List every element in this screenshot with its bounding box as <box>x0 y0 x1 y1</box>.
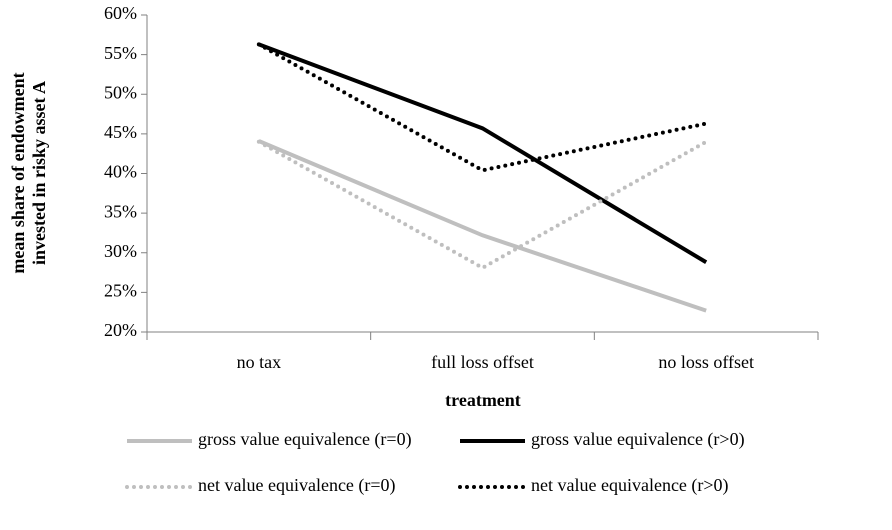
x-tick-label: no loss offset <box>658 352 754 372</box>
y-tick-label: 50% <box>104 82 137 102</box>
x-tick-label: no tax <box>237 352 282 372</box>
x-axis-label: treatment <box>445 390 521 410</box>
legend-label: gross value equivalence (r=0) <box>198 429 412 450</box>
series-line <box>256 42 709 173</box>
x-tick-label: full loss offset <box>431 352 534 372</box>
series-line <box>258 42 708 264</box>
y-tick-label: 60% <box>104 3 137 23</box>
y-tick-label: 35% <box>104 201 137 221</box>
series-line <box>258 139 707 313</box>
y-axis-label: mean share of endowment <box>8 72 28 273</box>
y-tick-label: 25% <box>104 281 137 301</box>
y-tick-label: 20% <box>104 320 137 340</box>
legend-label: gross value equivalence (r>0) <box>531 429 745 450</box>
y-tick-label: 40% <box>104 162 137 182</box>
legend-label: net value equivalence (r=0) <box>198 475 396 496</box>
series-line <box>256 139 709 271</box>
y-axis-label: invested in risky asset A <box>29 81 49 265</box>
y-tick-label: 55% <box>104 43 137 63</box>
y-tick-label: 30% <box>104 241 137 261</box>
legend-label: net value equivalence (r>0) <box>531 475 729 496</box>
y-tick-label: 45% <box>104 122 137 142</box>
